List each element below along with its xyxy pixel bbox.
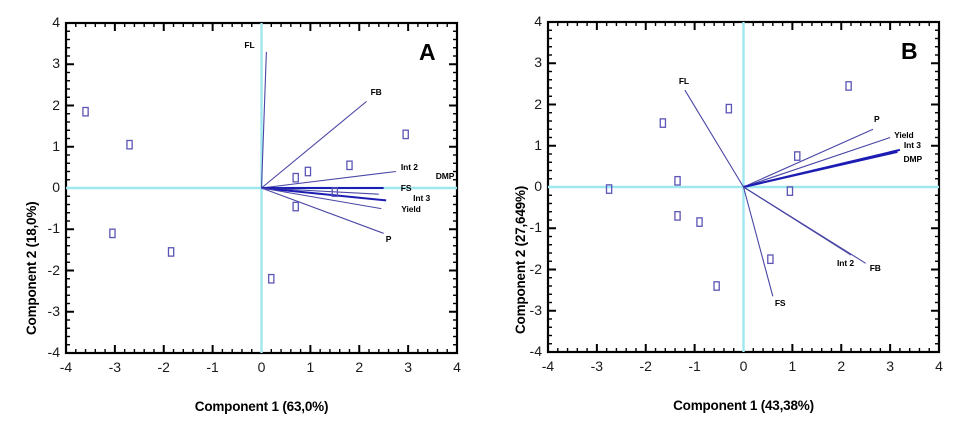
score-marker <box>659 118 667 128</box>
loading-vector-fl <box>684 89 744 188</box>
y-tick-label: 2 <box>52 96 60 113</box>
loading-label-fb: FB <box>370 87 382 98</box>
y-tick-label: 3 <box>52 55 60 72</box>
score-marker <box>767 254 774 265</box>
score-marker <box>605 184 613 194</box>
loading-vector-yield <box>261 187 382 210</box>
score-marker <box>331 187 339 197</box>
x-tick-label: -2 <box>639 358 652 374</box>
score-marker <box>268 273 275 284</box>
panel-b-x-axis-label: Component 1 (43,38%) <box>673 398 814 413</box>
loading-label-fl: FL <box>244 39 255 50</box>
y-tick-label: 0 <box>534 178 542 194</box>
score-marker <box>292 201 299 212</box>
loading-label-fs: FS <box>400 183 412 194</box>
score-marker <box>167 247 175 257</box>
score-marker <box>109 228 116 239</box>
panel-a-letter: A <box>419 39 436 65</box>
score-marker <box>725 103 733 114</box>
y-tick-label: -1 <box>47 220 60 237</box>
score-marker <box>786 186 794 196</box>
y-tick-label: -3 <box>47 302 60 319</box>
y-tick-label: 4 <box>52 14 60 30</box>
y-tick-label: -4 <box>529 343 542 359</box>
x-tick-label: -3 <box>108 359 122 375</box>
panel-b-plot <box>546 20 941 354</box>
panel-a: Component 2 (18,0%) Component 1 (63,0%) … <box>24 14 461 414</box>
loading-label-p: P <box>874 114 880 125</box>
x-tick-label: -1 <box>206 359 219 375</box>
x-tick-label: -4 <box>541 358 555 374</box>
x-tick-label: 2 <box>355 359 364 375</box>
loading-vector-dmp <box>743 150 898 188</box>
loading-label-fs: FS <box>774 298 786 309</box>
x-tick-label: 4 <box>453 359 461 375</box>
score-marker <box>304 166 312 177</box>
score-marker <box>674 211 681 221</box>
x-tick-label: -3 <box>590 358 604 374</box>
loading-vector-int-3 <box>261 187 387 202</box>
y-tick-label: -4 <box>47 344 60 360</box>
x-tick-label: 1 <box>788 358 797 374</box>
y-tick-label: -3 <box>529 301 542 318</box>
x-tick-label: -1 <box>688 358 701 374</box>
loading-vector-yield <box>743 136 891 188</box>
score-marker <box>82 106 89 117</box>
score-marker <box>794 151 801 161</box>
y-tick-label: -2 <box>47 261 60 278</box>
x-tick-label: -4 <box>59 359 73 375</box>
score-marker <box>674 175 681 186</box>
y-tick-label: 1 <box>534 136 542 153</box>
y-tick-label: 1 <box>52 137 60 154</box>
loading-label-fl: FL <box>678 76 690 87</box>
y-tick-label: -2 <box>529 260 542 277</box>
y-tick-label: 2 <box>534 95 542 112</box>
x-tick-label: 1 <box>306 359 315 375</box>
loading-vector-fl <box>260 51 267 189</box>
panel-a-y-axis-label: Component 2 (18,0%) <box>24 201 39 335</box>
x-tick-label: 0 <box>257 359 266 375</box>
x-tick-label: -2 <box>157 359 170 375</box>
y-tick-label: 4 <box>534 13 542 29</box>
y-tick-label: 3 <box>534 54 542 71</box>
loading-vector-fb <box>261 100 367 189</box>
loading-label-int-2: Int 2 <box>837 258 854 269</box>
loading-label-int-3: Int 3 <box>903 139 921 150</box>
x-tick-label: 4 <box>935 358 943 374</box>
loading-label-fb: FB <box>869 263 881 274</box>
x-tick-label: 3 <box>886 358 895 374</box>
loading-vector-p <box>261 187 384 234</box>
loading-vector-fb <box>743 186 866 264</box>
score-marker <box>346 160 353 171</box>
loading-label-yield: Yield <box>401 203 421 214</box>
y-tick-label: 0 <box>52 179 60 195</box>
loading-label-yield: Yield <box>894 129 914 140</box>
score-marker <box>713 281 720 291</box>
panel-b-letter: B <box>901 38 918 64</box>
loading-label-dmp: DMP <box>435 171 455 181</box>
loading-vector-p <box>743 128 874 188</box>
loading-vector-fs <box>742 186 774 297</box>
loading-label-int-3: Int 3 <box>413 193 431 204</box>
score-marker <box>126 139 133 150</box>
score-marker <box>402 129 409 140</box>
panel-a-x-axis-label: Component 1 (63,0%) <box>194 399 329 414</box>
loading-label-p: P <box>385 234 392 245</box>
y-tick-label: -1 <box>529 219 542 236</box>
panel-a-plot <box>64 21 459 355</box>
score-marker <box>845 81 852 91</box>
x-tick-label: 0 <box>739 358 748 374</box>
loading-vector-int-2 <box>261 170 396 189</box>
score-marker <box>696 217 703 227</box>
panel-b: Component 2 (27,649%) Component 1 (43,38… <box>489 0 978 430</box>
score-marker <box>292 172 299 183</box>
x-tick-label: 3 <box>404 359 413 375</box>
x-tick-label: 2 <box>837 358 846 374</box>
loading-label-dmp: DMP <box>903 153 923 164</box>
loading-label-int-2: Int 2 <box>400 161 418 172</box>
